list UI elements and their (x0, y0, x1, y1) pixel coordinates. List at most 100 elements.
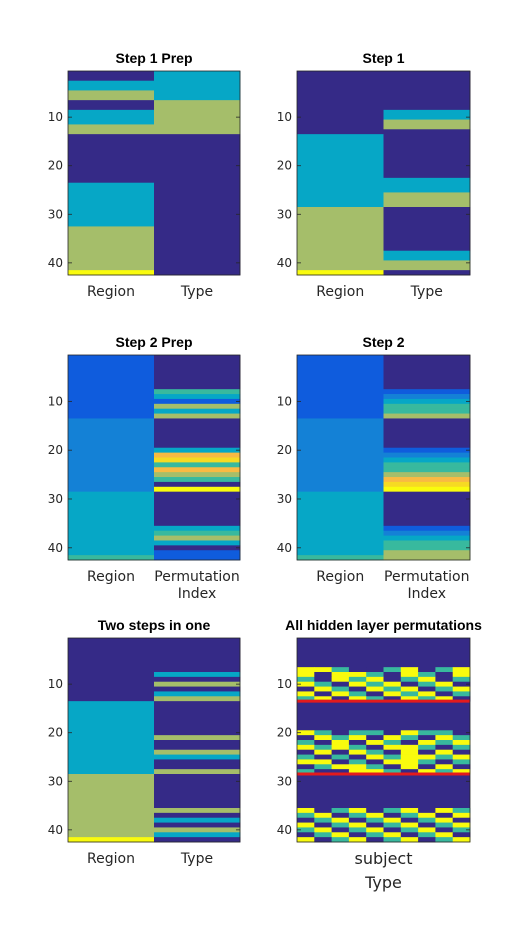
y-tick-label: 20 (48, 159, 63, 173)
heatmap-cell (400, 735, 419, 741)
heatmap-cell (297, 555, 384, 561)
heatmap-cell (314, 812, 332, 819)
heatmap-cell (452, 812, 471, 819)
heatmap-cell (68, 71, 155, 82)
heatmap-cell (435, 764, 454, 770)
heatmap-cell (348, 740, 367, 746)
heatmap-cell (154, 735, 241, 741)
heatmap-cell (435, 676, 454, 683)
heatmap-cell (331, 672, 350, 678)
heatmap-cell (331, 817, 350, 823)
heatmap-cell (68, 182, 155, 227)
y-tick-label: 20 (277, 159, 292, 173)
heatmap-cell (297, 491, 384, 556)
panel-title: Two steps in one (98, 617, 211, 633)
heatmap-cell (297, 812, 315, 819)
heatmap-cell (452, 740, 471, 746)
heatmap-cell (331, 754, 350, 760)
column-label: Type (180, 851, 213, 867)
heatmap-cell (400, 667, 419, 673)
heatmap-cell (297, 764, 315, 770)
heatmap-cell (154, 550, 241, 561)
heatmap-cell (435, 686, 454, 692)
heatmap-cell (331, 759, 350, 765)
heatmap-cell (383, 452, 471, 458)
heatmap-cell (435, 735, 454, 741)
heatmap-cell (154, 477, 241, 483)
y-tick-label: 40 (48, 541, 63, 555)
heatmap-cell (331, 676, 350, 683)
heatmap-cell (452, 827, 471, 833)
heatmap-cell (383, 525, 471, 532)
heatmap-cell (400, 681, 419, 687)
heatmap-cell (418, 696, 436, 702)
heatmap-cell (366, 735, 384, 741)
heatmap-cell (383, 769, 402, 775)
heatmap-cell (383, 749, 402, 755)
heatmap-cell (314, 730, 332, 736)
heatmap-cell (383, 735, 402, 741)
heatmap-cell (435, 730, 454, 736)
heatmap-cell (314, 808, 332, 814)
heatmap-cell (348, 812, 367, 819)
axes-frame (67, 354, 241, 561)
panel-title: All hidden layer permutations (285, 617, 482, 633)
heatmap-cell (348, 730, 367, 736)
y-tick-label: 10 (48, 394, 63, 408)
heatmap-cell (331, 744, 350, 751)
heatmap-cell (154, 686, 241, 692)
y-tick-label: 30 (277, 774, 292, 788)
heatmap-cell (383, 413, 471, 419)
heatmap-cell (383, 817, 402, 823)
heatmap-cell (348, 681, 367, 687)
heatmap-cell (435, 759, 454, 765)
heatmap-cell (383, 822, 402, 828)
heatmap-cell (154, 134, 241, 276)
y-tick-label: 30 (277, 207, 292, 221)
heatmap-cell (366, 730, 384, 736)
heatmap-cell (452, 822, 471, 828)
heatmap-cell (314, 759, 332, 765)
heatmap-cell (154, 832, 241, 838)
heatmap-cell (68, 109, 155, 125)
heatmap-cell (154, 769, 241, 775)
heatmap-cell (366, 696, 384, 702)
y-tick-label: 10 (277, 677, 292, 691)
heatmap-cell (435, 769, 454, 775)
heatmap-cell (297, 827, 315, 833)
heatmap-cell (383, 681, 402, 687)
heatmap-cell (348, 735, 367, 741)
heatmap-cell (314, 744, 332, 751)
heatmap-cell (383, 129, 471, 179)
heatmap-cell (314, 735, 332, 741)
heatmap-cell (452, 754, 471, 760)
heatmap-cell (383, 472, 471, 478)
heatmap-cell (383, 462, 471, 468)
heatmap-cell (154, 759, 241, 770)
heatmap-cell (435, 696, 454, 702)
heatmap-cell (154, 486, 241, 493)
heatmap-cell (383, 270, 471, 276)
heatmap-cell (331, 837, 350, 843)
heatmap-cell (297, 696, 315, 702)
heatmap-cell (400, 812, 419, 819)
heatmap-cell (297, 754, 315, 760)
heatmap-cell (297, 832, 315, 838)
y-tick-label: 20 (48, 443, 63, 457)
heatmap-cell (418, 672, 436, 678)
heatmap-cell (154, 355, 241, 390)
heatmap-cell (452, 744, 471, 751)
axes-frame (296, 354, 471, 561)
heatmap-cell (366, 676, 384, 683)
heatmap-cell (348, 691, 367, 697)
heatmap-cell (383, 827, 402, 833)
heatmap-cell (297, 691, 315, 697)
heatmap-cell (154, 452, 241, 458)
heatmap-cell (297, 749, 315, 755)
heatmap-cell (435, 754, 454, 760)
heatmap-cell (314, 681, 332, 687)
heatmap-cell (68, 100, 155, 111)
heatmap-cell (314, 769, 332, 775)
column-label: Region (87, 569, 135, 585)
